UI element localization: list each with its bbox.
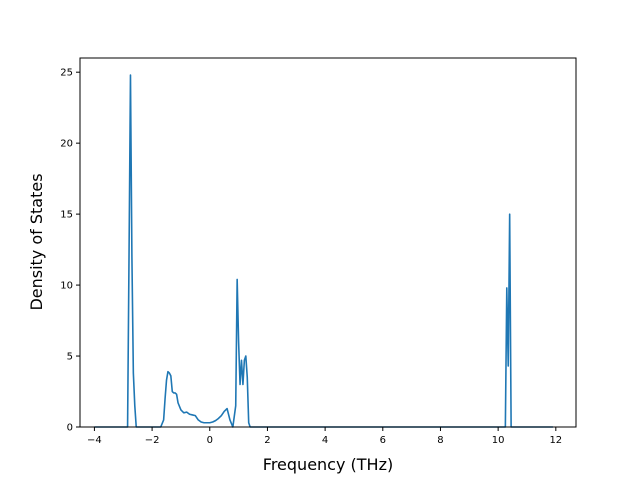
x-tick-label: 4 [322,435,328,446]
x-tick-label: 12 [549,435,562,446]
y-tick-label: 25 [60,68,73,79]
x-tick-label: 0 [207,435,213,446]
x-tick-label: −2 [145,435,160,446]
x-tick-label: 10 [492,435,505,446]
plot-background [80,58,576,427]
plot-frame [79,57,577,428]
x-tick-label: 8 [437,435,443,446]
y-tick-label: 20 [60,139,73,150]
y-tick-label: 0 [67,423,73,434]
y-tick-label: 5 [67,352,73,363]
y-axis-label: Density of States [27,173,46,310]
y-tick-label: 10 [60,281,73,292]
x-axis-label: Frequency (THz) [263,455,393,474]
x-tick-label: −4 [87,435,102,446]
y-tick-label: 15 [60,210,73,221]
x-tick-label: 2 [264,435,270,446]
x-axis: −4 −2 0 2 4 6 8 10 12 [87,427,562,446]
x-tick-label: 6 [380,435,386,446]
y-axis: 0 5 10 15 20 25 [60,68,80,434]
